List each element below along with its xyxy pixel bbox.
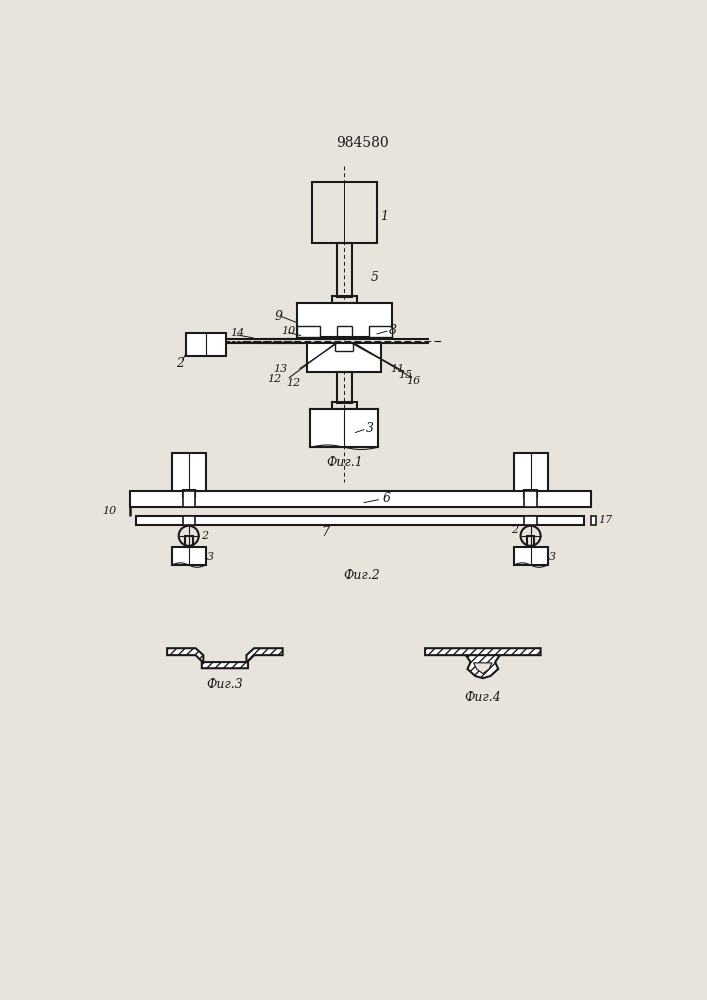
Text: 3: 3 — [549, 552, 556, 562]
Bar — [337, 243, 352, 297]
Bar — [527, 536, 534, 547]
Text: 10: 10 — [102, 506, 117, 516]
Bar — [172, 547, 206, 565]
Bar — [296, 303, 392, 337]
Text: 3: 3 — [366, 422, 374, 434]
Bar — [369, 326, 392, 337]
Text: Фиг.4: Фиг.4 — [464, 691, 501, 704]
Polygon shape — [167, 648, 283, 668]
Text: 3: 3 — [207, 552, 214, 562]
Text: 2: 2 — [176, 357, 185, 370]
Text: 8: 8 — [389, 324, 397, 337]
Bar — [187, 333, 226, 356]
Polygon shape — [425, 648, 541, 662]
Bar — [130, 491, 590, 507]
Text: 5: 5 — [370, 271, 378, 284]
Bar — [514, 547, 547, 565]
Polygon shape — [466, 655, 500, 678]
Text: 11: 11 — [390, 364, 404, 374]
Bar — [337, 372, 352, 403]
Bar — [332, 296, 356, 303]
Bar — [182, 491, 195, 507]
Text: 2: 2 — [510, 525, 518, 535]
Text: 15: 15 — [398, 370, 412, 380]
Text: Фиг.2: Фиг.2 — [344, 569, 380, 582]
Text: 2: 2 — [201, 531, 208, 541]
Bar — [525, 516, 537, 525]
Bar — [172, 453, 206, 491]
Text: 16: 16 — [406, 376, 420, 386]
Bar — [308, 343, 381, 372]
Text: 1: 1 — [380, 210, 387, 223]
Bar — [590, 516, 596, 525]
Text: 6: 6 — [382, 492, 391, 505]
Bar — [525, 490, 537, 497]
Text: Фиг.3: Фиг.3 — [206, 678, 243, 691]
Bar — [312, 182, 377, 243]
Text: 984580: 984580 — [336, 136, 388, 150]
Bar — [182, 516, 195, 525]
Bar — [310, 409, 378, 447]
Bar — [514, 453, 547, 491]
Bar — [332, 402, 356, 409]
Text: 14: 14 — [230, 328, 245, 338]
Bar — [185, 536, 192, 547]
Bar — [136, 516, 585, 525]
Text: 7: 7 — [321, 526, 329, 539]
Bar — [182, 490, 195, 497]
Bar — [296, 326, 320, 337]
Text: 12: 12 — [286, 378, 300, 388]
Text: 9: 9 — [275, 310, 283, 323]
Text: 13: 13 — [274, 364, 288, 374]
Text: 12: 12 — [267, 374, 281, 384]
Bar — [525, 491, 537, 507]
Text: 17: 17 — [598, 515, 612, 525]
Text: Фиг.1: Фиг.1 — [326, 456, 363, 469]
Polygon shape — [474, 663, 492, 674]
Text: 10: 10 — [281, 326, 296, 336]
